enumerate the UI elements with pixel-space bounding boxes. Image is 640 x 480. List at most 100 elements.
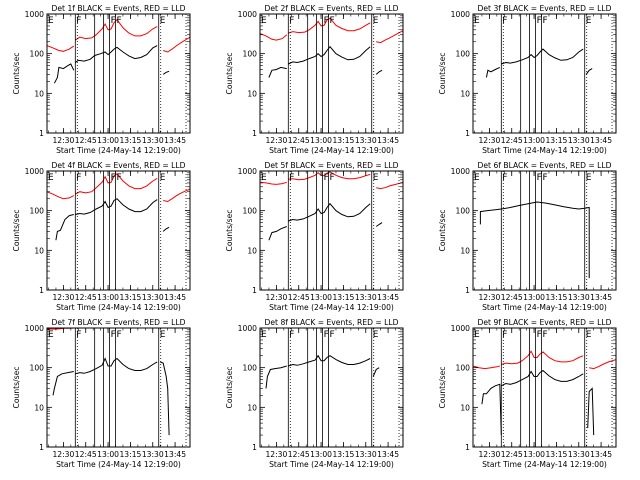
- series-line-black: [288, 45, 371, 65]
- x-tick-label: 13:45: [164, 293, 186, 302]
- x-tick-label: 13:45: [164, 450, 186, 459]
- period-label: F: [289, 16, 294, 26]
- series-line-black: [268, 226, 287, 241]
- x-tick-label: 13:45: [590, 136, 612, 145]
- x-tick-label: 13:00: [523, 136, 545, 145]
- y-axis-label: Counts/sec: [225, 367, 234, 409]
- x-tick-label: 13:30: [568, 293, 590, 302]
- panel-title: Det 8f BLACK = Events, RED = LLD: [265, 318, 399, 327]
- period-label: F: [543, 16, 548, 26]
- series-line-black: [160, 361, 170, 436]
- x-tick-label: 12:30: [265, 136, 287, 145]
- plot-area: [47, 18, 190, 84]
- series-line-black: [268, 66, 287, 78]
- period-label: E: [373, 16, 379, 26]
- series-line-black: [162, 226, 170, 232]
- series-line-red: [376, 30, 403, 44]
- period-label: E: [160, 173, 166, 183]
- y-tick-label: 1000: [25, 324, 44, 333]
- x-axis-label: Start Time (24-May-14 12:19:00): [56, 460, 181, 469]
- series-line-black: [485, 66, 501, 78]
- plot-frame: [46, 13, 191, 134]
- series-line-red: [501, 350, 584, 365]
- x-tick-label: 13:45: [590, 450, 612, 459]
- x-axis-label: Start Time (24-May-14 12:19:00): [482, 303, 607, 312]
- plot-area: [260, 328, 403, 389]
- x-tick-label: 12:30: [478, 450, 500, 459]
- x-axis-label: Start Time (24-May-14 12:19:00): [56, 303, 181, 312]
- x-tick-label: 13:00: [97, 293, 119, 302]
- x-tick-label: 13:00: [310, 136, 332, 145]
- plot-frame: [259, 170, 404, 291]
- y-tick-label: 1: [465, 286, 470, 295]
- y-tick-label: 1: [465, 129, 470, 138]
- series-line-red: [288, 171, 371, 181]
- x-tick-label: 13:00: [523, 293, 545, 302]
- x-tick-label: 13:45: [377, 293, 399, 302]
- series-line-red: [75, 18, 158, 41]
- x-axis-label: Start Time (24-May-14 12:19:00): [269, 460, 394, 469]
- plot-area: [47, 173, 190, 241]
- series-line-black: [585, 68, 593, 75]
- x-tick-label: 12:45: [501, 293, 523, 302]
- x-axis-label: Start Time (24-May-14 12:19:00): [269, 303, 394, 312]
- period-label: F: [76, 16, 81, 26]
- series-line-black: [587, 387, 595, 436]
- period-label: E: [160, 330, 166, 340]
- series-line-black: [162, 70, 170, 75]
- y-tick-label: 1: [39, 443, 44, 452]
- x-tick-label: 12:30: [265, 293, 287, 302]
- period-label: F: [76, 173, 81, 183]
- x-tick-label: 12:45: [501, 136, 523, 145]
- y-axis-label: Counts/sec: [225, 53, 234, 95]
- y-axis-label: Counts/sec: [438, 53, 447, 95]
- y-tick-label: 10: [34, 246, 44, 255]
- period-label: F: [330, 173, 335, 183]
- y-tick-label: 10: [34, 403, 44, 412]
- x-tick-label: 12:45: [75, 450, 97, 459]
- series-line-red: [589, 359, 616, 370]
- x-tick-label: 13:15: [332, 136, 354, 145]
- panel-title: Det 7f BLACK = Events, RED = LLD: [52, 318, 186, 327]
- series-line-black: [479, 201, 590, 279]
- period-label: F: [117, 16, 122, 26]
- series-line-red: [163, 36, 190, 53]
- y-tick-label: 100: [30, 364, 45, 373]
- x-tick-label: 12:45: [501, 450, 523, 459]
- panel-title: Det 4f BLACK = Events, RED = LLD: [52, 161, 186, 170]
- x-tick-label: 13:30: [355, 293, 377, 302]
- y-tick-label: 1000: [451, 324, 470, 333]
- series-line-red: [163, 188, 190, 203]
- period-label: F: [537, 173, 542, 183]
- period-label: F: [117, 173, 122, 183]
- period-label: F: [111, 173, 116, 183]
- period-label: F: [289, 330, 294, 340]
- series-line-black: [75, 357, 158, 375]
- series-line-black: [288, 354, 371, 367]
- plot-area: [47, 328, 190, 436]
- y-tick-label: 1: [39, 286, 44, 295]
- period-label: E: [48, 330, 54, 340]
- period-label: E: [48, 173, 54, 183]
- panel-title: Det 1f BLACK = Events, RED = LLD: [52, 4, 186, 13]
- period-label: F: [324, 330, 329, 340]
- x-tick-label: 12:30: [52, 450, 74, 459]
- x-tick-label: 13:00: [523, 450, 545, 459]
- period-label: E: [261, 330, 267, 340]
- period-label: F: [502, 173, 507, 183]
- x-tick-label: 12:45: [75, 293, 97, 302]
- plot-frame: [472, 327, 617, 448]
- y-tick-label: 10: [34, 89, 44, 98]
- plot-area: [260, 171, 403, 241]
- period-label: E: [474, 173, 480, 183]
- x-tick-label: 13:45: [377, 136, 399, 145]
- series-line-black: [75, 198, 158, 215]
- x-tick-label: 12:45: [288, 293, 310, 302]
- series-line-black: [375, 222, 383, 227]
